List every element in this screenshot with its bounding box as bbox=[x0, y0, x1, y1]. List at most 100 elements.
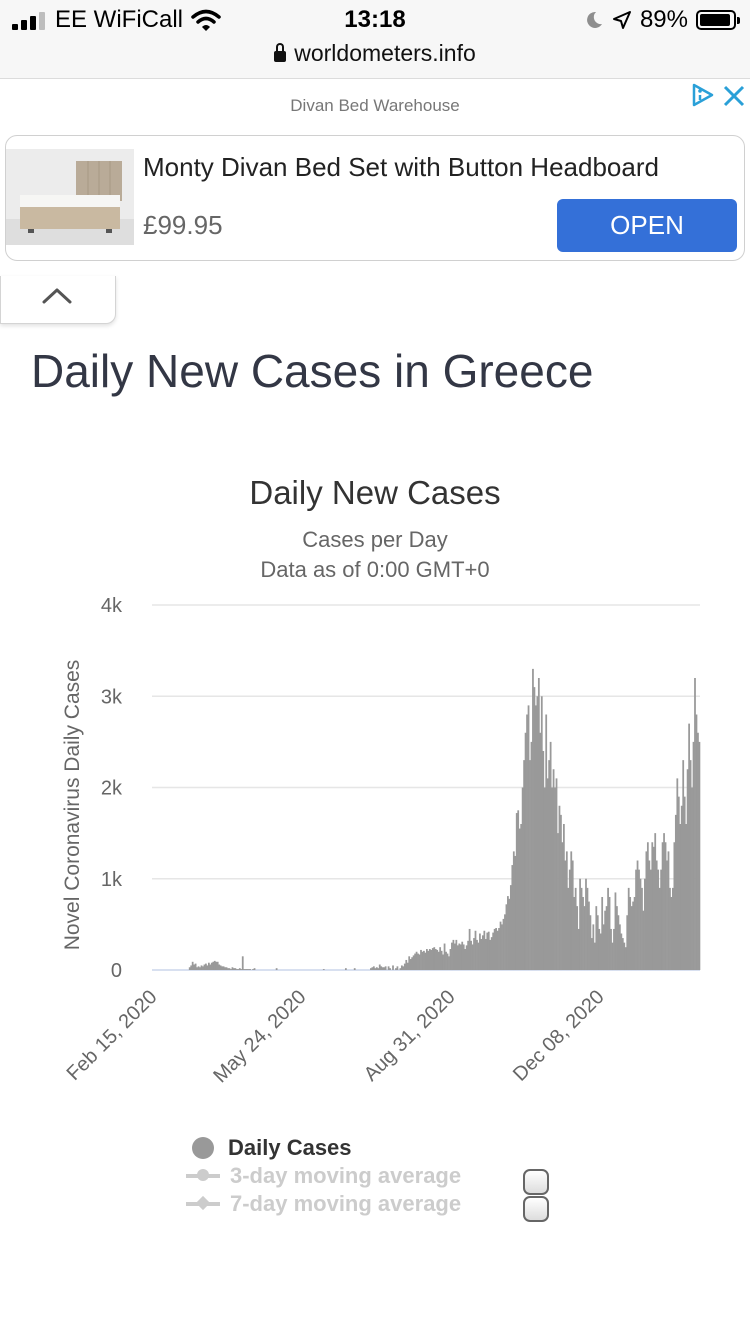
bar[interactable] bbox=[657, 869, 660, 971]
bar[interactable] bbox=[517, 810, 520, 970]
bar[interactable] bbox=[375, 967, 378, 970]
bar[interactable] bbox=[442, 954, 444, 970]
bar[interactable] bbox=[396, 966, 399, 970]
bar[interactable] bbox=[322, 969, 325, 970]
bar[interactable] bbox=[380, 966, 383, 970]
bar[interactable] bbox=[618, 924, 621, 971]
bar[interactable] bbox=[645, 851, 648, 971]
bar[interactable] bbox=[225, 967, 228, 970]
bar[interactable] bbox=[549, 741, 552, 971]
bar[interactable] bbox=[664, 842, 667, 970]
bar[interactable] bbox=[602, 924, 605, 971]
bar[interactable] bbox=[415, 951, 418, 970]
bar[interactable] bbox=[477, 942, 480, 971]
bar[interactable] bbox=[437, 951, 440, 970]
bar[interactable] bbox=[411, 957, 414, 970]
bar[interactable] bbox=[564, 860, 567, 971]
bar[interactable] bbox=[207, 962, 210, 970]
legend-item-daily-cases[interactable]: Daily Cases bbox=[186, 1134, 461, 1162]
bar[interactable] bbox=[426, 949, 428, 970]
bar[interactable] bbox=[196, 967, 198, 970]
bar[interactable] bbox=[682, 760, 685, 970]
bar[interactable] bbox=[616, 906, 618, 971]
bar[interactable] bbox=[680, 805, 683, 970]
bar[interactable] bbox=[253, 968, 256, 970]
bar[interactable] bbox=[206, 965, 209, 970]
bar[interactable] bbox=[252, 969, 254, 970]
bar[interactable] bbox=[533, 687, 536, 971]
bar[interactable] bbox=[685, 824, 688, 970]
bar[interactable] bbox=[542, 751, 545, 970]
bar[interactable] bbox=[434, 949, 437, 970]
bar[interactable] bbox=[638, 869, 640, 971]
bar[interactable] bbox=[691, 787, 693, 971]
bar[interactable] bbox=[230, 969, 232, 970]
bar[interactable] bbox=[632, 901, 635, 970]
bar[interactable] bbox=[539, 732, 542, 970]
bar[interactable] bbox=[630, 906, 633, 971]
bar[interactable] bbox=[663, 833, 665, 971]
bar[interactable] bbox=[399, 968, 402, 970]
bar[interactable] bbox=[561, 842, 564, 970]
bar[interactable] bbox=[470, 940, 472, 970]
bar[interactable] bbox=[626, 915, 629, 970]
bar[interactable] bbox=[545, 714, 548, 971]
bar[interactable] bbox=[565, 851, 568, 971]
bar[interactable] bbox=[237, 969, 240, 970]
bar[interactable] bbox=[193, 964, 196, 970]
bar[interactable] bbox=[642, 910, 645, 970]
bar[interactable] bbox=[593, 942, 596, 971]
bar[interactable] bbox=[383, 967, 386, 970]
bar[interactable] bbox=[514, 855, 517, 970]
bar[interactable] bbox=[431, 948, 434, 970]
bar[interactable] bbox=[543, 787, 546, 971]
bar[interactable] bbox=[571, 860, 574, 971]
bar[interactable] bbox=[378, 964, 381, 970]
bar[interactable] bbox=[523, 760, 525, 970]
bar[interactable] bbox=[443, 943, 446, 970]
ad-title[interactable]: Monty Divan Bed Set with Button Headboar… bbox=[143, 152, 659, 182]
bar[interactable] bbox=[405, 959, 408, 970]
ad-card[interactable]: Monty Divan Bed Set with Button Headboar… bbox=[5, 135, 745, 261]
bar[interactable] bbox=[574, 887, 577, 971]
bar[interactable] bbox=[590, 938, 593, 970]
bar[interactable] bbox=[479, 933, 481, 971]
bar[interactable] bbox=[695, 714, 698, 971]
bar[interactable] bbox=[658, 887, 661, 971]
bar[interactable] bbox=[210, 962, 213, 970]
bar[interactable] bbox=[374, 968, 377, 970]
bar[interactable] bbox=[646, 842, 649, 970]
bar[interactable] bbox=[219, 965, 222, 970]
bar[interactable] bbox=[461, 941, 464, 970]
bar[interactable] bbox=[518, 828, 521, 970]
bar[interactable] bbox=[661, 842, 664, 970]
bar[interactable] bbox=[688, 723, 690, 970]
bar[interactable] bbox=[512, 851, 515, 971]
bar[interactable] bbox=[563, 824, 565, 970]
collapse-ad-button[interactable] bbox=[0, 276, 116, 324]
bar[interactable] bbox=[552, 769, 555, 970]
bar[interactable] bbox=[507, 896, 509, 970]
bar[interactable] bbox=[190, 965, 193, 970]
adchoices-icon[interactable] bbox=[690, 82, 716, 108]
bar[interactable] bbox=[555, 778, 558, 971]
bar[interactable] bbox=[451, 942, 453, 971]
bar[interactable] bbox=[536, 696, 539, 970]
bar[interactable] bbox=[455, 939, 458, 970]
bar[interactable] bbox=[423, 950, 425, 970]
bar[interactable] bbox=[224, 967, 226, 970]
bar[interactable] bbox=[486, 932, 489, 970]
bar[interactable] bbox=[446, 953, 449, 970]
bar[interactable] bbox=[452, 939, 455, 970]
bar[interactable] bbox=[440, 950, 443, 970]
bar[interactable] bbox=[433, 947, 436, 970]
bar[interactable] bbox=[689, 760, 692, 970]
bar[interactable] bbox=[607, 887, 609, 971]
bar[interactable] bbox=[633, 897, 636, 970]
bar[interactable] bbox=[648, 860, 651, 971]
bar[interactable] bbox=[468, 928, 471, 970]
bar[interactable] bbox=[546, 778, 549, 971]
bar[interactable] bbox=[641, 887, 643, 971]
bar[interactable] bbox=[200, 965, 203, 970]
bar[interactable] bbox=[598, 928, 601, 970]
